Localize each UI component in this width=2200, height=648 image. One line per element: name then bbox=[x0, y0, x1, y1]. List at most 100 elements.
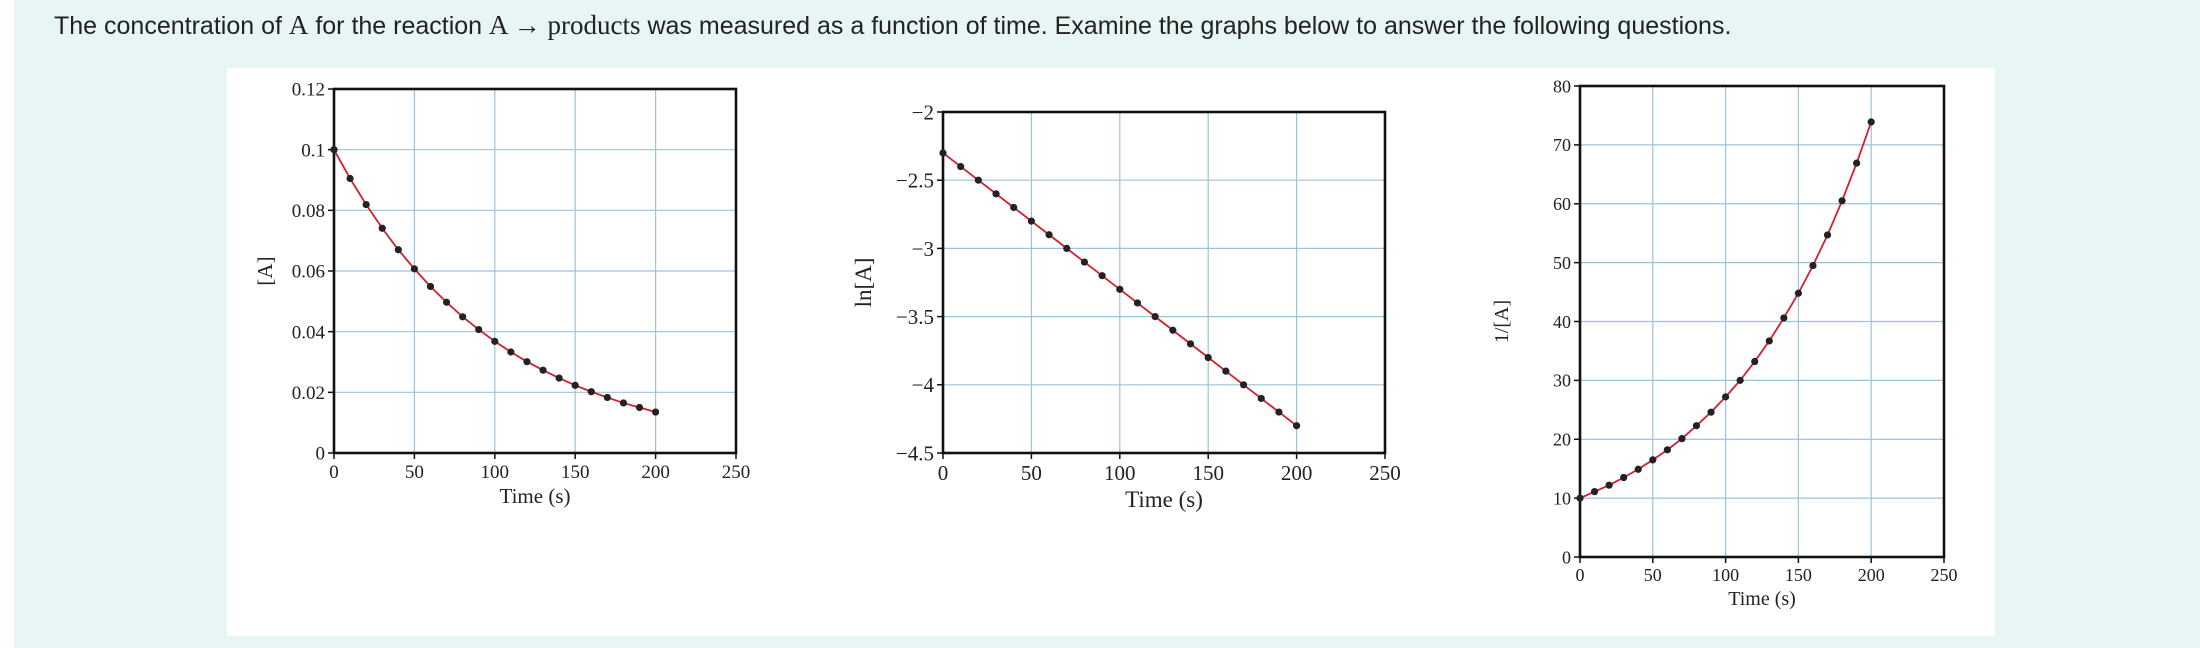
data-point bbox=[1027, 217, 1035, 225]
data-point bbox=[1605, 481, 1613, 489]
data-point bbox=[410, 265, 418, 273]
y-tick-label: 80 bbox=[1553, 76, 1571, 96]
data-point bbox=[1707, 408, 1715, 416]
data-point bbox=[1080, 258, 1089, 266]
data-point bbox=[1063, 244, 1071, 252]
data-point bbox=[1239, 381, 1248, 389]
y-axis-title: ln[A] bbox=[851, 258, 876, 308]
data-point bbox=[442, 298, 451, 306]
data-point bbox=[475, 325, 483, 334]
data-point bbox=[1620, 473, 1628, 482]
data-point bbox=[1649, 456, 1657, 464]
y-tick-label: 30 bbox=[1553, 371, 1571, 391]
y-tick-label: 0.12 bbox=[292, 80, 325, 101]
question-text: The concentration of A for the reaction … bbox=[54, 10, 1731, 41]
y-axis-title: 1/[A] bbox=[1491, 300, 1513, 343]
data-point bbox=[1736, 376, 1744, 384]
x-tick-label: 0 bbox=[938, 461, 949, 485]
data-point bbox=[1116, 285, 1124, 293]
data-point bbox=[426, 282, 435, 291]
x-tick-label: 50 bbox=[1644, 565, 1662, 585]
data-point bbox=[1186, 340, 1195, 348]
chart-3: 0 50 100 150 200 250 0 10 20 30 40 50 60 70 80 Time (s)… bbox=[1491, 76, 1958, 610]
y-tick-label: 60 bbox=[1553, 194, 1571, 214]
data-point bbox=[507, 348, 515, 356]
data-point bbox=[1765, 337, 1773, 345]
y-tick-label: 0.06 bbox=[292, 262, 325, 283]
data-point bbox=[555, 374, 563, 382]
reaction-equation: A → products bbox=[489, 10, 641, 40]
x-tick-label: 100 bbox=[481, 462, 510, 483]
data-point bbox=[1867, 118, 1875, 126]
x-axis-title: Time (s) bbox=[1728, 588, 1796, 610]
data-point bbox=[1722, 393, 1730, 401]
data-point bbox=[635, 403, 644, 412]
x-tick-label: 100 bbox=[1712, 565, 1739, 585]
x-tick-label: 150 bbox=[1192, 461, 1224, 485]
data-point bbox=[1010, 203, 1018, 212]
plot-frame bbox=[941, 110, 1387, 455]
y-tick-label: 0.02 bbox=[292, 383, 325, 404]
y-tick-label: −2 bbox=[912, 100, 934, 124]
y-tick-label: 10 bbox=[1553, 488, 1571, 508]
x-tick-label: 200 bbox=[641, 462, 670, 483]
data-point bbox=[571, 381, 579, 389]
data-point bbox=[587, 388, 595, 396]
data-point bbox=[603, 393, 611, 402]
x-tick-label: 250 bbox=[1931, 565, 1958, 585]
y-tick-label: 20 bbox=[1553, 430, 1571, 450]
data-point bbox=[394, 246, 402, 254]
data-point bbox=[1293, 422, 1301, 430]
y-axis-title: [A] bbox=[253, 256, 277, 285]
y-tick-label: −4 bbox=[912, 373, 935, 397]
y-tick-label: 40 bbox=[1553, 312, 1571, 332]
data-point bbox=[362, 200, 370, 209]
data-point bbox=[1098, 272, 1106, 280]
y-tick-label: −3 bbox=[912, 237, 934, 261]
data-point bbox=[378, 224, 386, 232]
y-tick-label: 0.1 bbox=[301, 140, 325, 161]
x-tick-label: 200 bbox=[1858, 565, 1885, 585]
data-point bbox=[619, 399, 628, 407]
question-prefix: The concentration of bbox=[54, 12, 289, 40]
data-point bbox=[1257, 394, 1265, 403]
data-point bbox=[1853, 159, 1861, 167]
y-tick-label: −3.5 bbox=[896, 305, 934, 329]
x-tick-label: 100 bbox=[1104, 461, 1136, 485]
x-tick-label: 50 bbox=[1021, 461, 1042, 485]
data-point bbox=[1809, 261, 1817, 270]
data-point bbox=[459, 313, 467, 321]
species-symbol: A bbox=[288, 10, 309, 40]
x-tick-label: 0 bbox=[1576, 565, 1585, 585]
data-point bbox=[523, 358, 531, 366]
x-tick-label: 150 bbox=[1785, 565, 1812, 585]
data-point bbox=[1590, 488, 1599, 496]
data-point bbox=[1794, 289, 1802, 297]
graphs-figure: 0 50 100 150 200 250 0 0.02 0.04 0.06 0.08 0.1 0.12 T… bbox=[227, 68, 1995, 636]
x-tick-label: 200 bbox=[1281, 461, 1313, 485]
data-point bbox=[330, 146, 338, 154]
data-point bbox=[992, 190, 1000, 198]
data-point bbox=[1678, 435, 1686, 443]
x-tick-label: 250 bbox=[722, 462, 751, 483]
y-tick-label: 0.04 bbox=[292, 322, 326, 343]
x-axis-title: Time (s) bbox=[500, 484, 571, 508]
data-point bbox=[939, 149, 947, 157]
y-tick-label: 0 bbox=[316, 444, 326, 465]
x-axis-title: Time (s) bbox=[1125, 487, 1203, 512]
data-point bbox=[1634, 465, 1642, 473]
y-tick-label: 0 bbox=[1562, 547, 1571, 567]
data-point bbox=[1169, 326, 1177, 334]
data-point bbox=[1045, 231, 1053, 239]
data-point bbox=[652, 408, 660, 416]
x-tick-label: 50 bbox=[405, 462, 424, 483]
y-tick-label: −4.5 bbox=[896, 441, 934, 465]
y-tick-label: 0.08 bbox=[292, 201, 325, 222]
data-point bbox=[1151, 313, 1159, 321]
data-point bbox=[1838, 197, 1846, 205]
y-tick-label: 70 bbox=[1553, 135, 1571, 155]
data-point bbox=[1204, 353, 1212, 362]
data-point bbox=[1780, 314, 1788, 322]
chart-2: 0 50 100 150 200 250 −4.5 −4 −3.5 −3 −2.5 −2 Time (s… bbox=[851, 100, 1401, 512]
y-tick-label: −2.5 bbox=[896, 169, 934, 193]
